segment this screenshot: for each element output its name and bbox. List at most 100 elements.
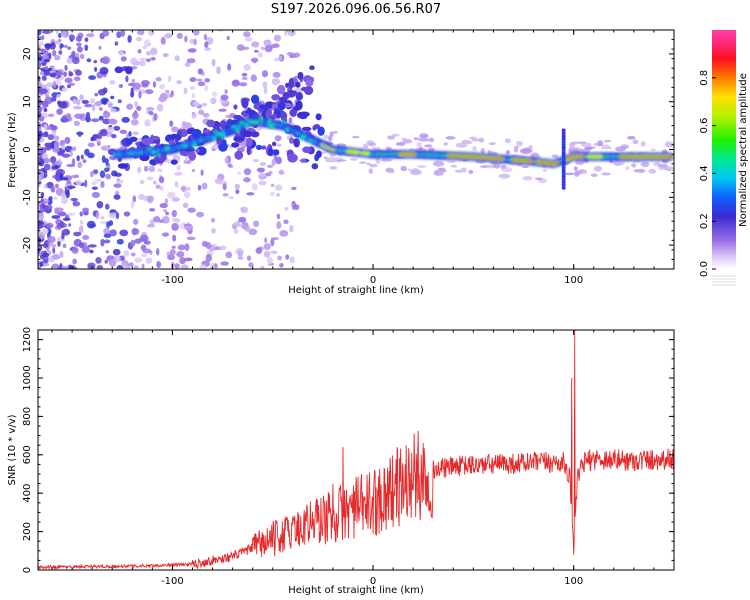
heatmap-noise-blob	[67, 264, 76, 269]
heatmap-blob	[312, 125, 317, 131]
heatmap-noise-blob	[44, 204, 53, 210]
heatmap-noise-blob	[88, 75, 97, 81]
heatmap-noise-blob	[211, 144, 220, 150]
heatmap-noise-blob	[262, 81, 268, 88]
heatmap-noise-blob	[105, 173, 112, 180]
heatmap-noise-blob	[220, 261, 229, 266]
heatmap-noise-blob	[64, 228, 69, 235]
heatmap-noise-blob	[171, 209, 177, 218]
heatmap-haze-blob	[450, 164, 458, 168]
heatmap-noise-blob	[182, 202, 189, 208]
heatmap-noise-blob	[169, 249, 176, 256]
heatmap-noise-blob	[197, 184, 202, 191]
heatmap-blip-cell	[561, 145, 566, 150]
heatmap-noise-blob	[271, 78, 281, 86]
heatmap-noise-blob	[68, 223, 72, 227]
ridge-bright-cell	[284, 129, 289, 133]
heatmap-noise-blob	[52, 263, 59, 269]
heatmap-blob	[170, 159, 178, 165]
heatmap-haze-blob	[620, 144, 629, 148]
heatmap-noise-blob	[236, 171, 242, 175]
heatmap-haze-blob	[336, 159, 347, 162]
heatmap-noise-blob	[216, 66, 221, 75]
heatmap-blip-cell	[561, 131, 566, 136]
heatmap-noise-blob	[284, 206, 289, 211]
colorbar-tick-label: 0.6	[699, 118, 710, 134]
heatmap-noise-blob	[171, 197, 180, 202]
heatmap-blob	[288, 78, 294, 89]
heatmap-noise-blob	[41, 75, 47, 81]
heatmap-noise-blob	[61, 153, 71, 158]
heatmap-haze-blob	[443, 142, 448, 146]
heatmap-noise-blob	[225, 251, 233, 259]
heatmap-noise-blob	[87, 262, 96, 268]
heatmap-noise-blob	[237, 256, 244, 260]
heatmap-noise-blob	[40, 115, 45, 122]
heatmap-noise-blob	[284, 30, 291, 33]
heatmap-haze-blob	[472, 146, 477, 151]
heatmap-noise-blob	[201, 102, 208, 107]
colorbar: 0.0 0.2 0.4 0.6 0.8 Normalized spectral ampl…	[699, 30, 749, 286]
spectrogram-ytick-label: 20	[22, 48, 33, 61]
heatmap-noise-blob	[44, 96, 53, 105]
heatmap-noise-blob	[116, 238, 124, 245]
heatmap-blob	[256, 144, 262, 151]
heatmap-noise-blob	[103, 239, 111, 244]
heatmap-noise-blob	[78, 242, 85, 249]
heatmap-haze-blob	[648, 169, 657, 174]
heatmap-haze-blob	[498, 173, 511, 179]
heatmap-blob	[305, 79, 314, 87]
heatmap-noise-blob	[38, 81, 43, 88]
heatmap-noise-blob	[138, 91, 142, 99]
heatmap-noise-blob	[74, 113, 84, 119]
heatmap-noise-blob	[253, 220, 260, 228]
ridge-bright-cell	[308, 139, 313, 143]
heatmap-blip-cell	[561, 148, 566, 153]
heatmap-blob	[271, 94, 281, 101]
heatmap-noise-blob	[78, 133, 82, 137]
heatmap-noise-blob	[79, 53, 85, 60]
heatmap-noise-blob	[152, 81, 156, 88]
heatmap-noise-blob	[66, 180, 72, 184]
heatmap-noise-blob	[146, 176, 154, 181]
heatmap-noise-blob	[235, 189, 240, 195]
heatmap-blip-cell	[561, 128, 566, 133]
colorbar-label: Normalized spectral amplitude	[738, 73, 749, 227]
heatmap-blob	[298, 72, 304, 80]
heatmap-noise-blob	[143, 240, 151, 245]
heatmap-noise-blob	[238, 216, 247, 223]
heatmap-noise-blob	[227, 163, 233, 168]
heatmap-noise-blob	[67, 212, 76, 216]
heatmap-noise-blob	[110, 95, 115, 100]
heatmap-haze-blob	[631, 163, 637, 168]
heatmap-haze-blob	[521, 165, 529, 168]
heatmap-noise-blob	[152, 180, 157, 185]
heatmap-noise-blob	[102, 118, 111, 125]
heatmap-noise-blob	[115, 211, 120, 220]
heatmap-noise-blob	[241, 76, 248, 81]
heatmap-noise-blob	[117, 179, 124, 184]
heatmap-blip-cell	[561, 136, 566, 141]
heatmap-noise-blob	[94, 66, 98, 72]
heatmap-blob	[280, 111, 288, 121]
heatmap-blob	[293, 138, 300, 148]
heatmap-noise-blob	[47, 67, 53, 72]
heatmap-noise-blob	[102, 99, 108, 105]
heatmap-noise-blob	[75, 180, 82, 186]
heatmap-haze-blob	[368, 168, 373, 174]
heatmap-blob	[266, 108, 272, 118]
heatmap-noise-blob	[47, 134, 54, 141]
heatmap-noise-blob	[200, 169, 204, 176]
heatmap-noise-blob	[148, 165, 156, 173]
heatmap-noise-blob	[165, 89, 170, 94]
heatmap-noise-blob	[263, 243, 271, 251]
ridge-bright-cell	[165, 146, 170, 150]
heatmap-noise-blob	[85, 111, 91, 119]
heatmap-noise-blob	[237, 250, 243, 258]
heatmap-noise-blob	[266, 164, 274, 168]
heatmap-blob	[246, 137, 253, 148]
heatmap-haze-blob	[575, 159, 585, 165]
heatmap-haze-blob	[522, 176, 533, 181]
heatmap-noise-blob	[171, 223, 179, 231]
ridge-hot-cell	[364, 152, 370, 155]
